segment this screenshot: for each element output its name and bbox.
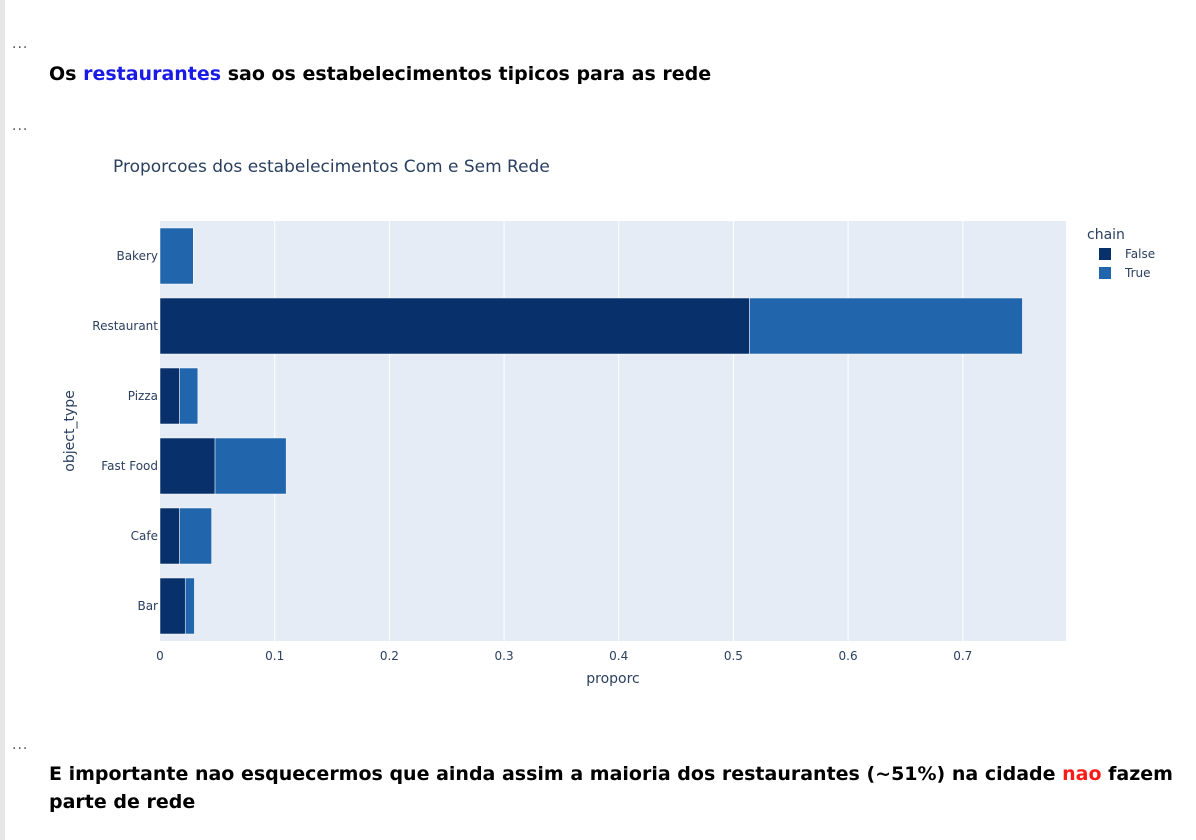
cell-gutter — [0, 0, 5, 840]
heading-prefix: Os — [49, 63, 84, 85]
heading-highlight: restaurantes — [83, 63, 222, 85]
bar-pizza-false[interactable] — [159, 367, 180, 425]
bar-bar-true[interactable] — [184, 577, 195, 635]
markdown-heading-restaurants: Os restaurantes sao os estabelecimentos … — [49, 60, 711, 88]
bar-bar-false[interactable] — [159, 577, 186, 635]
y-tick-label: Pizza — [128, 389, 158, 403]
bar-cafe-true[interactable] — [179, 507, 212, 565]
bar-cafe-false[interactable] — [159, 507, 180, 565]
bar-restaurant-true[interactable] — [749, 297, 1023, 355]
y-tick-label: Restaurant — [92, 319, 158, 333]
collapsed-cell-ellipsis[interactable]: ... — [12, 36, 29, 52]
collapsed-cell-ellipsis[interactable]: ... — [12, 737, 29, 753]
legend-label[interactable]: False — [1125, 247, 1155, 261]
legend-swatch[interactable] — [1099, 248, 1111, 260]
heading-suffix: sao os estabelecimentos tipicos para as … — [221, 63, 712, 85]
bars — [159, 227, 1023, 635]
heading-suffix: fazem parte de rede — [49, 763, 1173, 813]
x-tick-label: 0.5 — [724, 649, 743, 663]
bar-restaurant-false[interactable] — [159, 297, 750, 355]
x-tick-label: 0.3 — [495, 649, 514, 663]
y-tick-label: Cafe — [131, 529, 158, 543]
legend-swatch[interactable] — [1099, 267, 1111, 279]
x-tick-label: 0.2 — [380, 649, 399, 663]
stacked-bar-chart: Proporcoes dos estabelecimentos Com e Se… — [62, 157, 1155, 687]
y-axis-title: object_type — [62, 390, 78, 471]
x-tick-label: 0.7 — [953, 649, 972, 663]
bar-bakery-true[interactable] — [159, 227, 194, 285]
x-ticks: 0 0.1 0.2 0.3 0.4 0.5 0.6 0.7 — [156, 649, 972, 663]
bar-fast-food-false[interactable] — [159, 437, 216, 495]
bar-fast-food-true[interactable] — [214, 437, 287, 495]
chart-title: Proporcoes dos estabelecimentos Com e Se… — [113, 157, 550, 177]
legend-label[interactable]: True — [1124, 266, 1151, 280]
grid-lines — [274, 221, 964, 641]
y-ticks: Bakery Restaurant Pizza Fast Food Cafe Bar — [92, 249, 158, 613]
y-tick-label: Bakery — [116, 249, 158, 263]
x-tick-label: 0.6 — [839, 649, 858, 663]
x-tick-label: 0.4 — [609, 649, 628, 663]
x-tick-label: 0 — [156, 649, 164, 663]
markdown-heading-note: E importante nao esquecermos que ainda a… — [49, 760, 1174, 816]
heading-prefix: E importante nao esquecermos que ainda a… — [49, 763, 1063, 785]
plot-area — [160, 221, 1066, 641]
legend-title: chain — [1087, 227, 1125, 243]
x-tick-label: 0.1 — [265, 649, 284, 663]
y-tick-label: Bar — [137, 599, 158, 613]
y-tick-label: Fast Food — [101, 459, 158, 473]
x-axis-title: proporc — [586, 671, 640, 687]
bar-pizza-true[interactable] — [179, 367, 199, 425]
legend[interactable]: chain False True — [1087, 227, 1155, 280]
heading-highlight: nao — [1062, 763, 1102, 785]
collapsed-cell-ellipsis[interactable]: ... — [12, 118, 29, 134]
